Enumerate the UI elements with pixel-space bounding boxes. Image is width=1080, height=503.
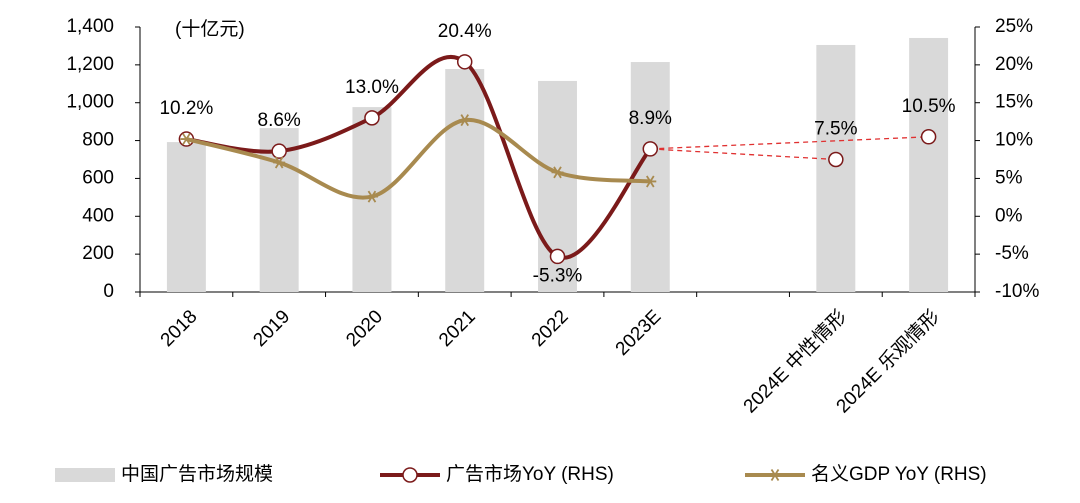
bar [352, 107, 392, 292]
line [185, 118, 651, 200]
y2-tick-label: 15% [995, 92, 1033, 113]
bar [445, 69, 485, 293]
data-label: 7.5% [814, 119, 857, 140]
y2-tick-label: 25% [995, 16, 1033, 37]
unit-annotation: (十亿元) [175, 18, 245, 40]
bar [166, 142, 206, 292]
y-tick-label: 400 [82, 205, 114, 226]
projection-line [650, 136, 929, 150]
y-tick-label: 200 [82, 243, 114, 264]
legend-label: 广告市场YoY (RHS) [446, 463, 614, 485]
star-marker [644, 175, 657, 188]
legend-swatch [55, 468, 115, 482]
x-tick-label: 2019 [250, 306, 295, 351]
bar [816, 44, 856, 292]
y2-tick-label: 20% [995, 54, 1033, 75]
circle-marker [364, 110, 380, 126]
circle-marker [456, 54, 473, 70]
x-tick-label: 2022 [528, 306, 573, 351]
x-tick-label: 2023E [612, 306, 666, 360]
y2-tick-label: 0% [995, 205, 1023, 226]
circle-marker [920, 129, 937, 145]
y-tick-label: 800 [82, 130, 114, 151]
bar [909, 37, 949, 292]
circle-marker [642, 141, 659, 157]
x-tick-label: 2018 [157, 306, 202, 351]
y-tick-label: 0 [103, 281, 114, 302]
y2-tick-label: -5% [995, 243, 1029, 264]
legend-label: 名义GDP YoY (RHS) [811, 463, 987, 485]
star-marker [365, 190, 378, 203]
x-tick-label: 2020 [342, 306, 387, 351]
legend-marker [402, 467, 418, 483]
data-label: 13.0% [345, 77, 399, 98]
data-label: 8.6% [258, 110, 301, 131]
y2-tick-label: 10% [995, 130, 1033, 151]
legend-label: 中国广告市场规模 [121, 463, 273, 485]
star-marker [458, 114, 471, 127]
bar [630, 62, 670, 293]
star-marker [769, 469, 781, 481]
star-marker [180, 133, 193, 146]
projection-line [650, 148, 836, 161]
x-tick-label: 2021 [435, 306, 480, 351]
y-tick-label: 1,000 [66, 92, 114, 113]
y2-tick-label: -10% [995, 281, 1039, 302]
circle-marker [271, 143, 287, 159]
star-marker [551, 166, 564, 179]
data-label: 10.2% [159, 98, 213, 119]
data-label: -5.3% [533, 265, 583, 286]
data-label: 10.5% [902, 96, 956, 117]
star-marker [273, 156, 286, 169]
circle-marker [828, 151, 844, 168]
data-label: 20.4% [438, 21, 492, 42]
y-tick-label: 1,200 [66, 54, 114, 75]
data-label: 8.9% [629, 108, 672, 129]
y-tick-label: 600 [82, 167, 114, 188]
circle-marker [549, 248, 566, 265]
y-tick-label: 1,400 [66, 16, 114, 37]
y2-tick-label: 5% [995, 167, 1023, 188]
